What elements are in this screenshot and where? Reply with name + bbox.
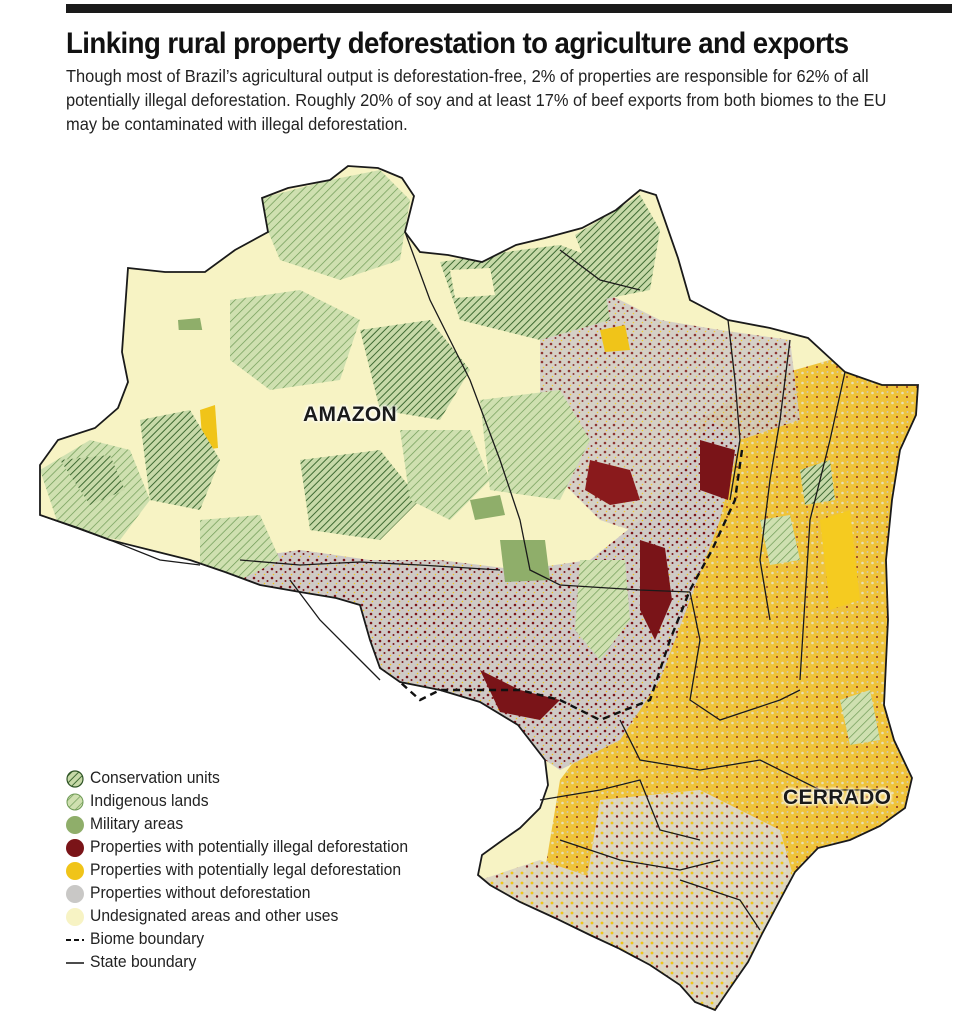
indigenous-lands-south: [400, 430, 490, 520]
legend-item-without-deforestation: Properties without deforestation: [66, 882, 425, 905]
state-boundary-piaui-ceara: [799, 371, 846, 681]
indigenous-lands-swatch-icon: [66, 793, 84, 810]
amazon-label: AMAZON: [303, 403, 397, 426]
legend-label: Conservation units: [90, 769, 220, 787]
legend-item-state-boundary: State boundary: [66, 951, 425, 974]
page-title: Linking rural property deforestation to …: [66, 27, 849, 60]
state-boundary-amazonas-mt: [239, 559, 501, 571]
legend-item-legal-deforestation: Properties with potentially legal defore…: [66, 859, 425, 882]
indigenous-lands-xingu: [480, 390, 590, 500]
cerrado-hatch-2: [800, 460, 835, 505]
illegal-cluster-4: [700, 440, 735, 500]
legend-label: Biome boundary: [90, 930, 205, 948]
dashed-line-icon: [66, 931, 84, 949]
legend-label: State boundary: [90, 953, 197, 971]
state-boundary-sao-paulo: [679, 879, 761, 931]
conservation-far-west: [60, 455, 125, 505]
legal-deforestation-swatch-icon: [66, 861, 84, 880]
legend-label: Properties with potentially illegal defo…: [90, 838, 409, 856]
legend-label: Undesignated areas and other uses: [90, 907, 339, 925]
map-canvas: [39, 165, 919, 1012]
conservation-west: [140, 410, 220, 510]
illegal-cluster-2: [585, 460, 640, 505]
cerrado-south-grey: [580, 790, 800, 1010]
cerrado-hatch-3: [840, 690, 880, 745]
conservation-units-swatch-icon: [66, 769, 84, 788]
legend-label: Properties with potentially legal defore…: [90, 861, 402, 879]
conservation-rondonia: [200, 515, 280, 580]
southwest-grey: [480, 860, 620, 950]
solid-line-icon: [66, 954, 84, 972]
country-border: [39, 165, 919, 1012]
legend-item-conservation-units: Conservation units: [66, 767, 425, 790]
brazil-map: AMAZON CERRADO: [0, 150, 956, 1024]
conservation-northeast: [575, 195, 660, 300]
indigenous-lands-para: [575, 560, 630, 660]
undesignated-swatch-icon: [66, 907, 84, 926]
state-boundary-rondonia: [289, 579, 381, 681]
state-boundary-tocantins-goias: [689, 591, 801, 721]
military-areas-swatch-icon: [66, 815, 84, 834]
arc-of-deforestation: [170, 420, 740, 770]
state-boundary-maranhao-piaui: [759, 339, 791, 621]
state-boundary-goias-ms: [559, 839, 721, 871]
legal-cluster-2: [600, 325, 630, 352]
legend-item-indigenous-lands: Indigenous lands: [66, 790, 425, 813]
state-boundaries: [39, 231, 880, 931]
top-rule: [66, 4, 952, 13]
legend-item-biome-boundary: Biome boundary: [66, 928, 425, 951]
state-boundary-bahia-minas: [619, 719, 880, 791]
illegal-deforestation-swatch-icon: [66, 838, 84, 857]
undesignated-amazon-1: [150, 330, 230, 390]
legal-cluster-3: [820, 510, 860, 610]
indigenous-lands-north: [255, 170, 410, 280]
conservation-central: [360, 320, 470, 420]
legend-item-undesignated: Undesignated areas and other uses: [66, 905, 425, 928]
state-boundary-amapa: [559, 249, 641, 291]
illegal-cluster-3: [480, 670, 560, 720]
military-area-3: [470, 495, 505, 520]
legend-item-illegal-deforestation: Properties with potentially illegal defo…: [66, 836, 425, 859]
state-boundary-amazonas-para: [404, 231, 691, 593]
page-subtitle: Though most of Brazil’s agricultural out…: [66, 66, 887, 134]
military-area-1: [500, 540, 550, 582]
legend-label: Military areas: [90, 815, 184, 833]
legend-item-military-areas: Military areas: [66, 813, 425, 836]
conservation-south-amazon: [300, 450, 420, 540]
legend-label: Properties without deforestation: [90, 884, 311, 902]
map-legend: Conservation units Indigenous lands Mili…: [66, 767, 425, 974]
state-boundary-mt-ms: [539, 779, 701, 841]
state-boundary-para-maranhao: [727, 319, 741, 501]
cerrado-hatch-1: [760, 515, 800, 565]
cerrado-label: CERRADO: [783, 786, 892, 809]
undesignated-amazon-2: [240, 400, 310, 445]
undesignated-amazon-3: [450, 268, 495, 298]
indigenous-lands-central: [230, 290, 360, 390]
without-deforestation-swatch-icon: [66, 884, 84, 903]
legend-label: Indigenous lands: [90, 792, 209, 810]
